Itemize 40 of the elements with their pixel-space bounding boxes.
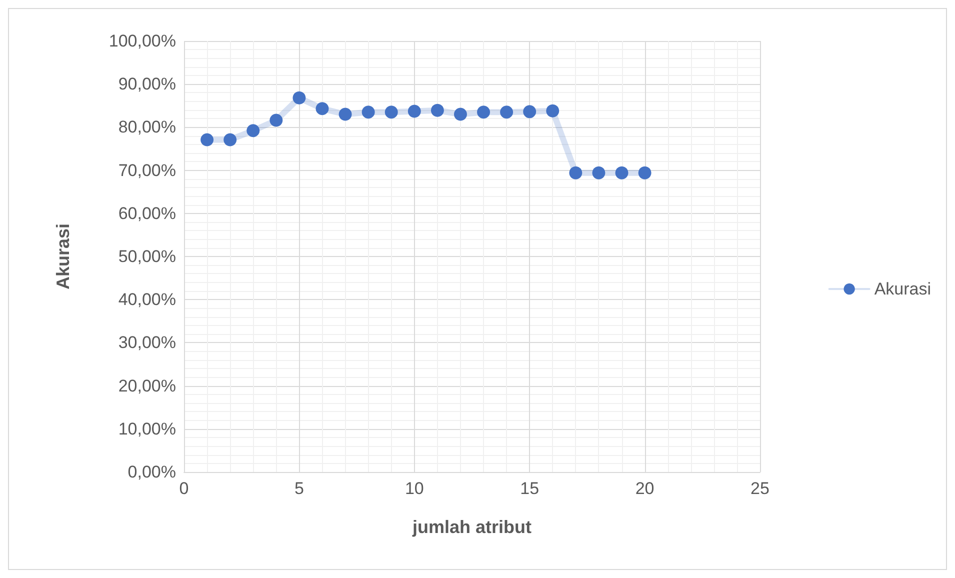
y-tick-label: 100,00% xyxy=(108,32,176,50)
point xyxy=(615,166,628,180)
point xyxy=(546,104,560,118)
point xyxy=(477,106,490,119)
legend-label: Akurasi xyxy=(874,280,931,298)
y-axis-title: Akurasi xyxy=(53,223,73,290)
point xyxy=(384,106,398,119)
point xyxy=(454,108,467,121)
point xyxy=(523,105,536,118)
y-tick-label: 80,00% xyxy=(118,118,176,137)
point xyxy=(569,166,582,180)
point xyxy=(408,104,421,118)
point xyxy=(500,106,514,119)
point xyxy=(292,91,306,104)
x-axis-title: jumlah atribut xyxy=(411,517,532,537)
point xyxy=(638,166,652,180)
x-tick-label: 0 xyxy=(179,479,189,498)
point xyxy=(200,133,214,146)
point xyxy=(430,104,444,117)
x-tick-label: 25 xyxy=(750,479,770,498)
x-tick-label: 10 xyxy=(404,479,424,498)
x-tick-label: 5 xyxy=(294,479,304,498)
y-tick-label: 20,00% xyxy=(118,376,176,396)
y-tick-label: 70,00% xyxy=(118,160,176,180)
x-tick-label: 20 xyxy=(635,479,654,498)
point xyxy=(246,124,260,138)
y-tick-label: 30,00% xyxy=(118,333,176,352)
point xyxy=(338,108,352,121)
y-tick-label: 40,00% xyxy=(118,290,176,310)
point xyxy=(270,114,283,127)
y-tick-label: 10,00% xyxy=(118,419,176,438)
y-tick-label: 50,00% xyxy=(118,247,176,266)
point xyxy=(316,102,329,116)
point xyxy=(224,133,237,146)
x-tick-label: 15 xyxy=(520,479,540,498)
y-tick-label: 60,00% xyxy=(118,204,176,223)
y-tick-label: 90,00% xyxy=(118,74,176,94)
point xyxy=(362,106,375,119)
y-tick-label: 0,00% xyxy=(128,462,176,482)
point xyxy=(592,166,606,180)
